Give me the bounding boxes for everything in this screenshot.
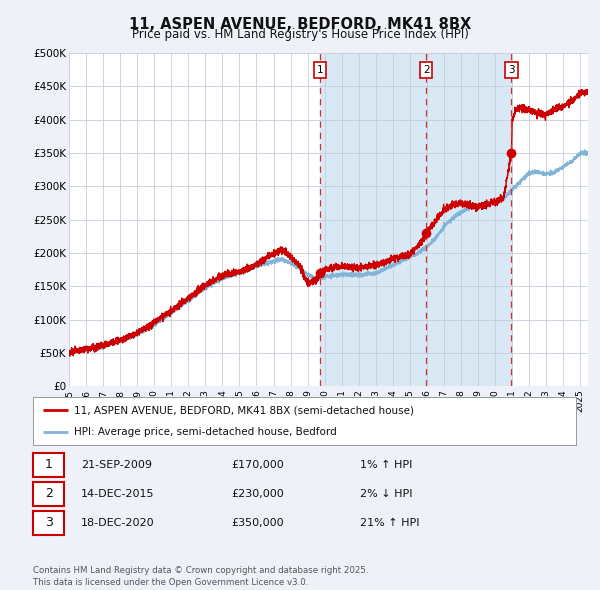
Text: 14-DEC-2015: 14-DEC-2015 <box>81 489 155 499</box>
Text: 3: 3 <box>508 65 515 75</box>
Bar <box>320 53 511 386</box>
Text: 2: 2 <box>423 65 430 75</box>
Text: 1: 1 <box>44 458 53 471</box>
Text: £170,000: £170,000 <box>231 460 284 470</box>
Text: 2: 2 <box>44 487 53 500</box>
Text: 1: 1 <box>317 65 323 75</box>
Text: Contains HM Land Registry data © Crown copyright and database right 2025.
This d: Contains HM Land Registry data © Crown c… <box>33 566 368 587</box>
Text: 18-DEC-2020: 18-DEC-2020 <box>81 518 155 527</box>
Text: 21-SEP-2009: 21-SEP-2009 <box>81 460 152 470</box>
Text: 11, ASPEN AVENUE, BEDFORD, MK41 8BX: 11, ASPEN AVENUE, BEDFORD, MK41 8BX <box>129 17 471 31</box>
Text: Price paid vs. HM Land Registry's House Price Index (HPI): Price paid vs. HM Land Registry's House … <box>131 28 469 41</box>
Text: 3: 3 <box>44 516 53 529</box>
Text: 2% ↓ HPI: 2% ↓ HPI <box>360 489 413 499</box>
Text: £230,000: £230,000 <box>231 489 284 499</box>
Text: 11, ASPEN AVENUE, BEDFORD, MK41 8BX (semi-detached house): 11, ASPEN AVENUE, BEDFORD, MK41 8BX (sem… <box>74 405 414 415</box>
Text: 21% ↑ HPI: 21% ↑ HPI <box>360 518 419 527</box>
Text: £350,000: £350,000 <box>231 518 284 527</box>
Text: HPI: Average price, semi-detached house, Bedford: HPI: Average price, semi-detached house,… <box>74 427 337 437</box>
Text: 1% ↑ HPI: 1% ↑ HPI <box>360 460 412 470</box>
